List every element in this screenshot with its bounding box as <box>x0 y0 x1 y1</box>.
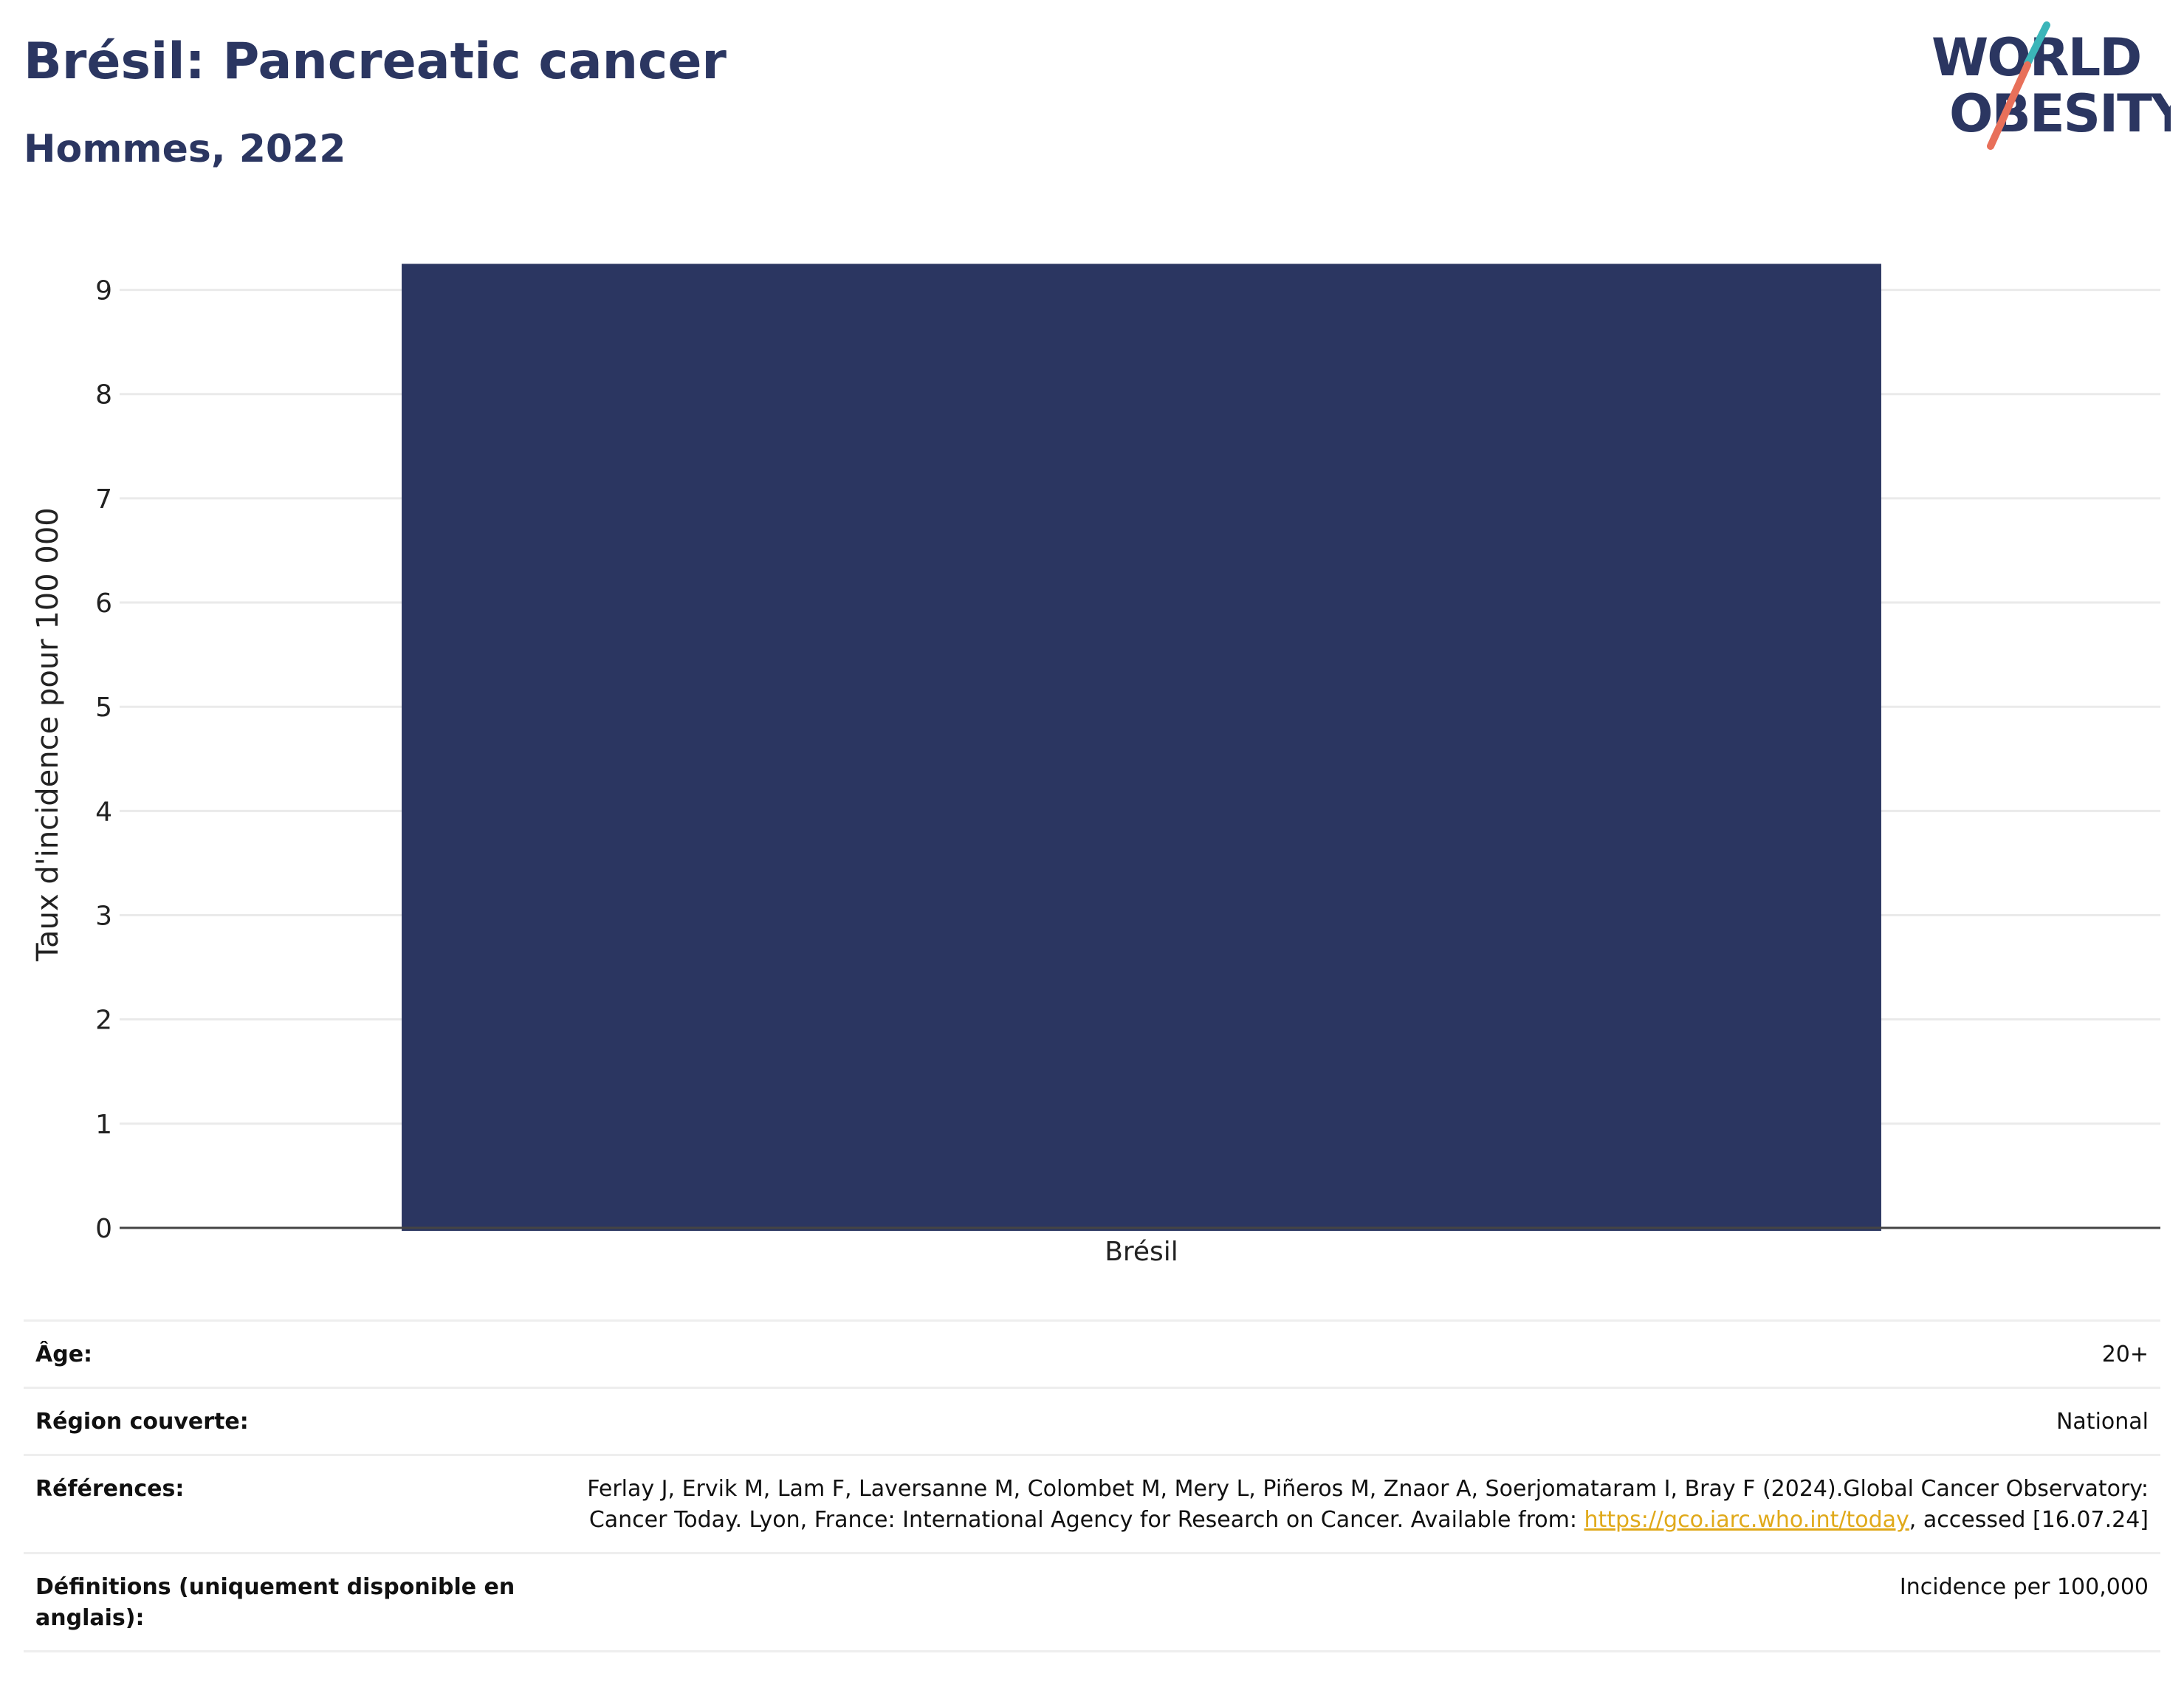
age-label: Âge: <box>35 1342 93 1367</box>
y-tick-label: 0 <box>95 1214 112 1244</box>
references-text: Ferlay J, Ervik M, Lam F, Laversanne M, … <box>587 1476 2149 1533</box>
y-tick-labels: 0 1 2 3 4 5 6 7 8 9 <box>95 276 112 1244</box>
y-tick-label: 2 <box>95 1006 112 1036</box>
logo-slash-top <box>2024 21 2050 67</box>
y-axis-label: Taux d'incidence pour 100 000 <box>31 507 65 961</box>
y-tick-label: 1 <box>95 1110 112 1140</box>
bar-chart: 0 1 2 3 4 5 6 7 8 9 Brésil Taux d'incidence pour … <box>31 264 2160 1267</box>
meta-row-definitions: Définitions (uniquement disponible en an… <box>24 1552 2160 1652</box>
y-tick-label: 5 <box>95 693 112 723</box>
logo-line2: OBESITY <box>1949 83 2171 144</box>
references-label: Références: <box>35 1476 185 1502</box>
region-value: National <box>2056 1409 2149 1435</box>
x-tick-labels: Brésil <box>1105 1237 1178 1267</box>
references-accessed: , accessed [16.07.24] <box>1909 1507 2149 1533</box>
y-tick-label: 7 <box>95 484 112 515</box>
world-obesity-logo: WORLD OBESITY <box>1931 21 2171 150</box>
bar <box>402 264 1881 1232</box>
age-value: 20+ <box>2101 1342 2149 1367</box>
page-title: Brésil: Pancreatic cancer <box>24 32 727 91</box>
references-link[interactable]: https://gco.iarc.who.int/today <box>1584 1507 1909 1533</box>
logo-slash-bottom <box>1987 61 2031 150</box>
references-value: Ferlay J, Ervik M, Lam F, Laversanne M, … <box>561 1474 2149 1536</box>
meta-row-references: Références: Ferlay J, Ervik M, Lam F, La… <box>24 1454 2160 1552</box>
x-tick-label: Brésil <box>1105 1237 1178 1267</box>
definitions-label: Définitions (uniquement disponible en an… <box>35 1574 515 1631</box>
y-tick-label: 8 <box>95 380 112 411</box>
y-tick-label: 9 <box>95 276 112 306</box>
meta-row-age: Âge: 20+ <box>24 1319 2160 1387</box>
region-label: Région couverte: <box>35 1409 249 1435</box>
y-tick-label: 6 <box>95 588 112 619</box>
definitions-value: Incidence per 100,000 <box>1899 1574 2149 1600</box>
page-subtitle: Hommes, 2022 <box>24 127 346 171</box>
y-tick-label: 3 <box>95 902 112 932</box>
y-tick-label: 4 <box>95 797 112 827</box>
meta-row-region: Région couverte: National <box>24 1387 2160 1454</box>
metadata-table: Âge: 20+ Région couverte: National Référ… <box>24 1319 2160 1652</box>
bars <box>402 264 1881 1232</box>
